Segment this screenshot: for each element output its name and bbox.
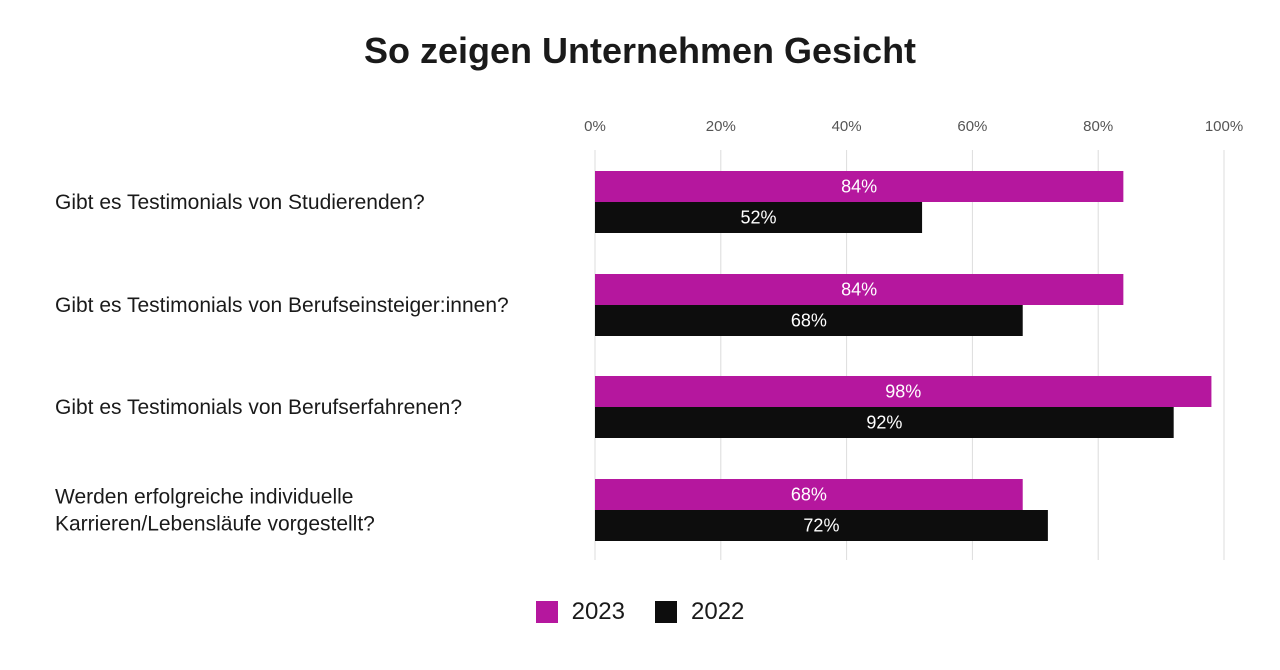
- bar-2023: [595, 171, 1124, 202]
- bar-value-label: 84%: [841, 177, 877, 197]
- x-tick-label: 60%: [957, 118, 987, 135]
- category-label: Gibt es Testimonials von Berufserfahrene…: [55, 396, 462, 419]
- bar-2023: [595, 274, 1124, 305]
- bar-value-label: 98%: [885, 382, 921, 402]
- legend-swatch-2022: [655, 601, 677, 623]
- legend: 2023 2022: [0, 598, 1280, 626]
- legend-item-2022: 2022: [655, 598, 744, 626]
- bar-2023: [595, 376, 1212, 407]
- legend-swatch-2023: [535, 601, 558, 623]
- category-label: Gibt es Testimonials von Studierenden?: [55, 191, 425, 214]
- bar-2022: [595, 510, 1048, 541]
- chart-title: So zeigen Unternehmen Gesicht: [363, 30, 917, 71]
- bar-value-label: 52%: [741, 208, 777, 228]
- bar-value-label: 72%: [803, 516, 839, 536]
- bar-value-label: 68%: [791, 311, 827, 331]
- category-label: Werden erfolgreiche individuelle: [55, 486, 353, 509]
- bar-2022: [595, 407, 1174, 438]
- bar-value-label: 84%: [841, 280, 877, 300]
- x-tick-label: 40%: [832, 118, 862, 135]
- x-tick-label: 0%: [584, 118, 606, 135]
- category-label: Karrieren/Lebensläufe vorgestellt?: [55, 513, 375, 536]
- legend-label-2023: 2023: [571, 598, 625, 625]
- bar-value-label: 92%: [866, 413, 902, 433]
- legend-item-2023: 2023: [535, 598, 625, 626]
- x-tick-label: 100%: [1205, 118, 1243, 135]
- x-tick-label: 20%: [706, 118, 736, 135]
- legend-label-2022: 2022: [691, 598, 745, 625]
- category-label: Gibt es Testimonials von Berufseinsteige…: [55, 294, 509, 317]
- bar-2022: [595, 202, 923, 233]
- x-tick-label: 80%: [1083, 118, 1113, 135]
- bar-2023: [595, 479, 1023, 510]
- bar-value-label: 68%: [791, 485, 827, 505]
- bar-2022: [595, 305, 1023, 336]
